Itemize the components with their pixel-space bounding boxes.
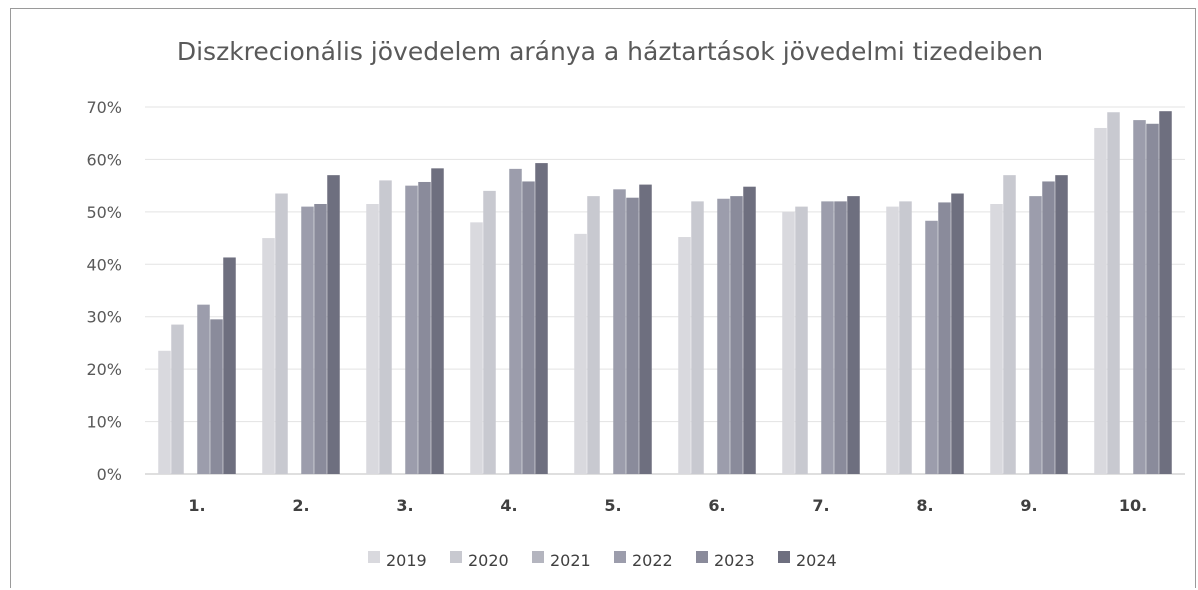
y-tick-label: 0% [97,465,122,484]
bar-2020-2 [275,193,288,474]
bar-2022-5 [613,189,626,474]
x-tick-label: 6. [708,496,725,515]
bar-2020-3 [379,180,392,474]
legend-swatch-2023 [696,551,708,563]
y-tick-label: 40% [86,255,122,274]
bar-2019-5 [574,233,587,474]
legend-swatch-2019 [368,551,380,563]
y-tick-label: 60% [86,150,122,169]
bar-2023-3 [418,181,431,475]
y-tick-label: 70% [86,98,122,117]
bar-2022-6 [717,198,730,474]
bar-2019-1 [158,350,171,474]
bar-2024-3 [431,168,444,474]
y-tick-label: 20% [86,360,122,379]
legend-label-2023: 2023 [714,551,755,570]
x-tick-label: 3. [396,496,413,515]
bar-2023-4 [522,181,535,474]
x-tick-label: 8. [916,496,933,515]
bar-2020-8 [899,201,912,474]
bar-2024-9 [1055,175,1068,474]
y-tick-label: 10% [86,413,122,432]
bar-2019-2 [262,238,275,474]
bar-2023-2 [314,203,327,474]
x-axis-ticks: 1. 2. 3. 4. 5. 6. 7. 8. 9. 10. [188,496,1147,515]
bar-2020-9 [1003,175,1016,474]
legend-label-2020: 2020 [468,551,509,570]
bar-2019-6 [678,237,691,474]
bar-2020-10 [1107,112,1120,474]
y-axis-ticks: 0% 10% 20% 30% 40% 50% 60% 70% [86,98,122,484]
x-tick-label: 7. [812,496,829,515]
bar-2019-7 [782,211,795,474]
bar-2022-4 [509,168,522,474]
legend-label-2024: 2024 [796,551,837,570]
x-tick-label: 1. [188,496,205,515]
bar-2024-8 [951,193,964,474]
bar-2023-10 [1146,123,1159,474]
bar-2019-8 [886,206,899,474]
x-tick-label: 9. [1020,496,1037,515]
legend-label-2022: 2022 [632,551,673,570]
bar-2023-6 [730,196,743,474]
gridlines [145,106,1185,475]
bar-2019-9 [990,203,1003,474]
legend-label-2019: 2019 [386,551,427,570]
bar-2024-10 [1159,111,1172,475]
bar-2022-10 [1133,120,1146,474]
bar-2022-7 [821,201,834,474]
bar-2020-6 [691,201,704,474]
x-tick-label: 2. [292,496,309,515]
bar-2020-7 [795,206,808,474]
bar-2024-6 [743,186,756,475]
bar-2020-1 [171,324,184,474]
bars [158,111,1172,475]
bar-2019-10 [1094,127,1107,474]
bar-2024-7 [847,196,860,474]
bar-2023-1 [210,319,223,474]
bar-2019-3 [366,203,379,474]
bar-2022-8 [925,220,938,474]
bar-2022-3 [405,185,418,474]
legend-swatch-2022 [614,551,626,563]
bar-2023-8 [938,202,951,475]
chart-title: Diszkrecionális jövedelem aránya a házta… [177,37,1043,66]
bar-2024-2 [327,175,340,474]
legend-label-2021: 2021 [550,551,591,570]
bar-2024-4 [535,163,548,474]
bar-2024-1 [223,257,236,474]
x-tick-label: 4. [500,496,517,515]
bar-2022-1 [197,304,210,474]
bar-2024-5 [639,184,652,474]
bar-2023-9 [1042,181,1055,474]
x-tick-label: 10. [1119,496,1147,515]
bar-2020-4 [483,190,496,474]
x-tick-label: 5. [604,496,621,515]
bar-2022-9 [1029,196,1042,474]
legend: 2019 2020 2021 2022 2023 2024 [368,551,837,570]
bar-2019-4 [470,222,483,474]
legend-swatch-2020 [450,551,462,563]
bar-2023-7 [834,201,847,474]
legend-swatch-2024 [778,551,790,563]
y-tick-label: 30% [86,308,122,327]
legend-swatch-2021 [532,551,544,563]
bar-2023-5 [626,197,639,475]
y-tick-label: 50% [86,203,122,222]
bar-2022-2 [301,206,314,474]
bar-2020-5 [587,196,600,474]
